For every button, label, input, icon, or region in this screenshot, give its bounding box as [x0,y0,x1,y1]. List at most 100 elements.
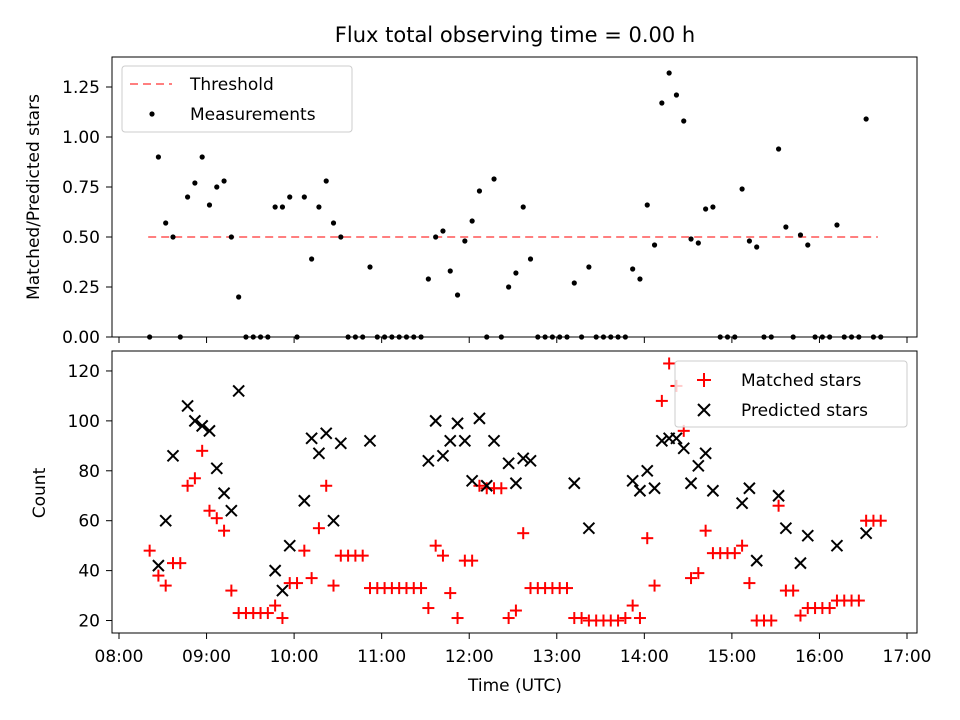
predicted-star-point-35 [568,477,581,490]
bottom-y-tick-label-1: 40 [78,562,100,582]
matched-star-point-37 [415,582,428,595]
predicted-star-point-36 [582,521,596,535]
predicted-star-point-55 [801,529,814,542]
bottom-x-tick-label-5: 13:00 [532,647,581,667]
measurement-point-23 [316,204,322,210]
matched-star-point-51 [517,527,530,540]
measurement-point-26 [338,234,344,240]
matched-star-point-9 [210,512,223,525]
measurement-point-52 [527,256,534,262]
matched-star-point-50 [509,604,522,617]
bottom-y-tick-label-3: 80 [78,462,100,482]
matched-star-point-65 [619,612,632,625]
matched-stars-points [143,357,887,627]
matched-star-point-48 [495,482,508,495]
measurement-point-19 [287,194,293,200]
top-y-tick-label-2: 0.50 [62,228,100,248]
bottom-x-tick-label-9: 17:00 [883,647,932,667]
measurement-point-81 [739,186,745,192]
measurement-point-60 [586,264,592,270]
top-axes-ticks: 0.00 0.25 0.50 0.75 1.00 1.25 [62,78,908,348]
measurement-point-44 [469,218,475,224]
matched-star-point-25 [327,579,340,592]
measurement-point-90 [805,242,811,248]
predicted-star-point-7 [210,462,223,475]
measurement-point-9 [214,184,220,190]
predicted-star-point-30 [487,434,501,448]
predicted-star-point-28 [473,412,486,425]
legend-measurements-label: Measurements [190,105,316,125]
predicted-star-point-9 [225,504,238,517]
bottom-y-axis-label: Count [30,467,50,518]
matched-star-point-4 [174,557,187,570]
matched-star-point-20 [291,577,304,590]
matched-star-point-18 [276,612,289,625]
measurement-point-2 [163,220,169,226]
legend-matched-label: Matched stars [741,371,861,391]
predicted-star-point-24 [444,434,457,448]
matched-star-point-23 [312,522,325,535]
measurement-point-58 [571,280,577,286]
predicted-star-point-49 [735,497,749,510]
bottom-y-tick-label-2: 60 [78,512,100,532]
matched-star-point-45 [473,479,486,492]
legend-matched-swatch [697,373,711,387]
matched-star-point-40 [436,549,449,562]
bottom-legend: Matched stars Predicted stars [674,360,908,428]
measurement-point-1 [155,154,161,160]
measurement-point-68 [644,202,650,208]
bottom-y-tick-label-5: 120 [68,362,100,382]
measurement-point-76 [703,206,709,212]
measurement-point-21 [301,194,307,200]
matched-star-point-89 [794,609,807,622]
top-y-tick-label-4: 1.00 [62,128,100,148]
predicted-star-point-4 [188,414,202,428]
predicted-star-point-18 [327,514,340,527]
measurement-point-42 [454,292,461,298]
predicted-star-point-40 [648,482,661,495]
matched-star-point-76 [699,524,712,537]
measurement-point-82 [746,238,753,244]
matched-star-point-68 [641,532,654,545]
matched-star-point-97 [852,594,865,607]
measurement-point-24 [323,178,329,184]
predicted-star-point-2 [166,449,180,463]
bottom-axes-ticks: 20 40 60 80 100 120 08:00 09:00 10:00 11:00 12:00 1… [68,362,932,667]
measurement-point-10 [221,178,227,184]
predicted-star-point-34 [524,454,537,468]
measurement-point-77 [710,204,716,210]
measurement-point-74 [688,236,694,242]
matched-star-point-70 [655,394,668,407]
predicted-star-point-43 [670,432,683,445]
measurement-point-6 [192,180,198,186]
predicted-star-point-13 [283,539,296,552]
matched-star-point-8 [203,504,216,517]
matched-star-point-10 [218,524,231,537]
measurement-point-94 [834,222,840,228]
measurement-point-17 [272,204,278,210]
measurement-point-98 [863,116,869,122]
matched-star-point-74 [685,572,698,585]
matched-star-point-100 [874,514,887,527]
predicted-star-point-47 [699,447,712,460]
predicted-star-point-10 [232,384,245,398]
predicted-star-point-33 [517,452,530,465]
matched-star-point-71 [663,357,676,370]
bottom-x-tick-label-3: 11:00 [357,647,406,667]
predicted-star-point-54 [794,556,807,570]
matched-star-point-2 [159,579,172,592]
bottom-panel: 20 40 60 80 100 120 08:00 09:00 10:00 11:00 12:00 1… [30,350,932,696]
bottom-y-tick-label-4: 100 [68,412,100,432]
predicted-star-point-46 [692,459,705,473]
matched-star-point-24 [320,479,333,492]
predicted-star-point-8 [217,487,231,500]
predicted-star-point-6 [203,424,216,438]
predicted-star-point-19 [334,437,348,450]
predicted-star-point-22 [429,414,442,428]
matched-star-point-85 [765,614,778,627]
measurement-point-89 [797,232,804,238]
matched-star-point-17 [269,599,282,612]
matched-star-point-49 [502,612,515,625]
measurement-point-50 [513,270,519,276]
predicted-star-point-31 [502,457,515,470]
